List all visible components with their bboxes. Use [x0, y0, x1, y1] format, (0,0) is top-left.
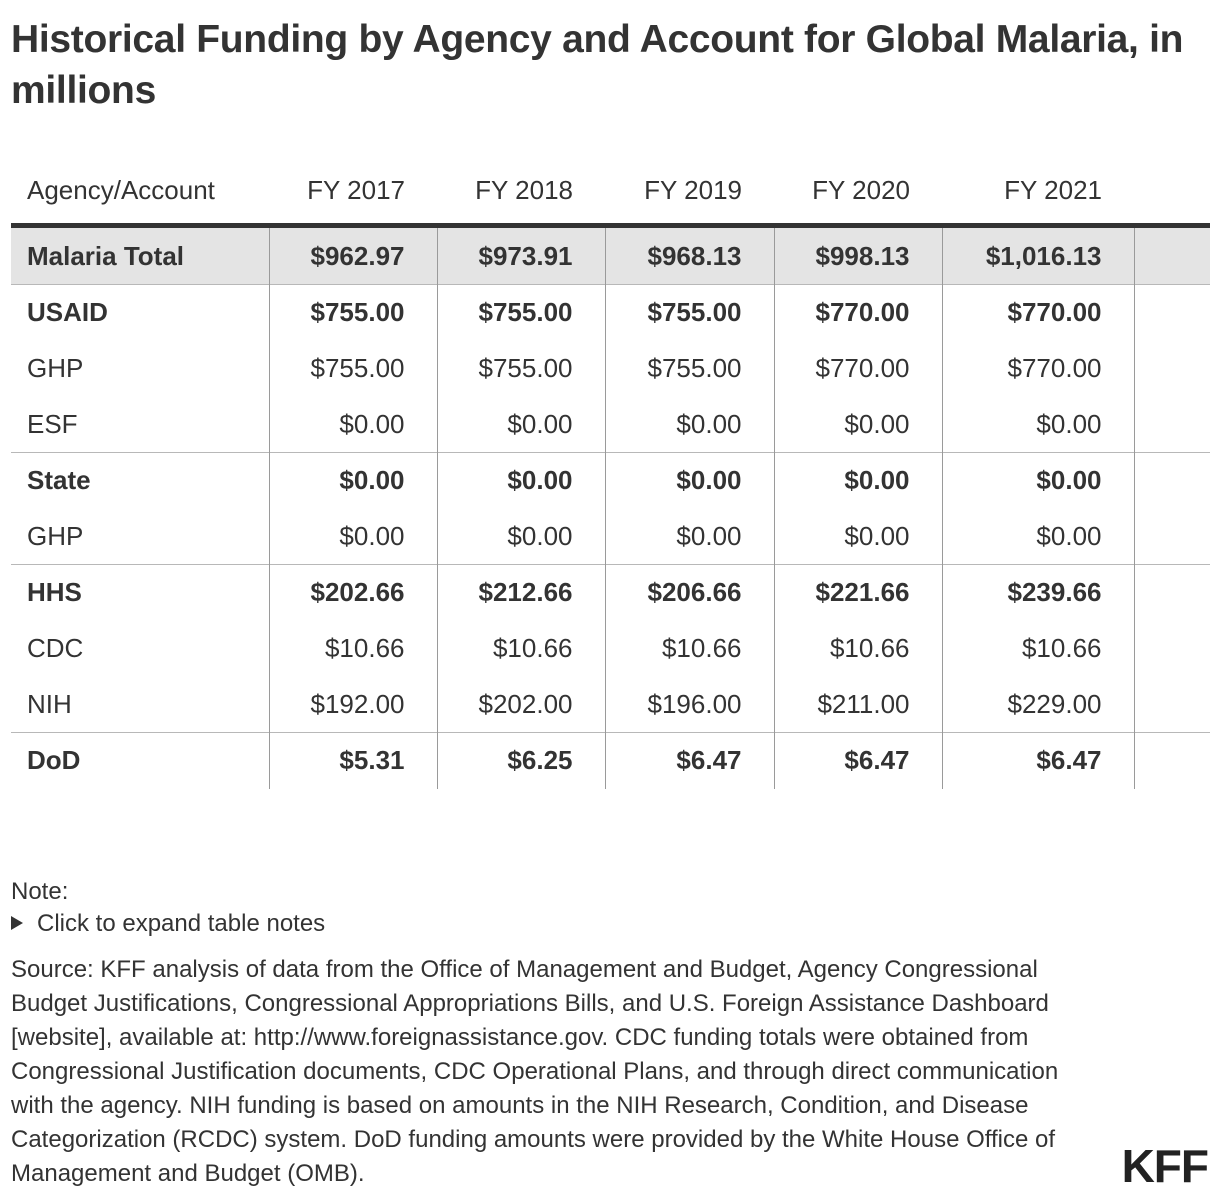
table-cell: $202.66 [268, 564, 437, 621]
table-cell: $998.13 [773, 225, 942, 285]
agency-row: HHS$202.66$212.66$206.66$221.66$239.66$2 [11, 564, 1210, 621]
table-cell: $0.00 [773, 508, 942, 565]
table-header-row: Agency/Account FY 2017 FY 2018 FY 2019 FY 20… [11, 158, 1210, 228]
column-header-fy-2019: FY 2019 [605, 158, 774, 228]
table-cell: $973.91 [436, 225, 605, 285]
table-cell: $10.66 [773, 620, 942, 677]
note-label: Note: [11, 878, 69, 905]
chart-title: Historical Funding by Agency and Account… [11, 18, 1184, 112]
table-cell: $6.47 [941, 732, 1134, 789]
table-cell: $196.00 [604, 676, 774, 733]
source-note: Source: KFF analysis of data from the Of… [11, 956, 1059, 1187]
table-cell [1133, 396, 1210, 453]
table-cell: $7 [1133, 284, 1210, 341]
table-cell: $229.00 [941, 676, 1134, 733]
table-cell: $0.00 [268, 508, 437, 565]
column-header-fy-2018: FY 2018 [437, 158, 605, 228]
total-row: Malaria Total $962.97 $973.91 $968.13 $998.1… [11, 225, 1210, 285]
account-row: ESF $0.00 $0.00 $0.00 $0.00 $0.00 [11, 396, 1210, 453]
table-cell: $212.66 [436, 564, 605, 621]
table-cell: $0.00 [941, 452, 1134, 509]
table-cell: $755.00 [436, 340, 605, 397]
column-header-fy-2017: FY 2017 [269, 158, 437, 228]
table-cell: $770.00 [773, 284, 942, 341]
row-label: State [11, 452, 269, 509]
table-cell: $202.00 [436, 676, 605, 733]
table-cell: $192.00 [268, 676, 437, 733]
funding-table: Agency/Account FY 2017 FY 2018 FY 2019 FY 20… [11, 158, 1210, 789]
account-row: NIH $192.00$202.00$196.00$211.00$229.00$ [11, 676, 1210, 733]
table-cell: $221.66 [773, 564, 942, 621]
account-row: GHP$755.00$755.00$755.00$770.00$770.00$ [11, 340, 1210, 397]
table-cell [1133, 452, 1210, 509]
agency-row: State $0.00 $0.00 $0.00 $0.00 $0.00 [11, 452, 1210, 509]
table-cell: $0.00 [604, 452, 774, 509]
row-label: DoD [11, 732, 269, 789]
table-cell: $0.00 [773, 452, 942, 509]
table-cell: $0.00 [268, 396, 437, 453]
table-cell: $755.00 [604, 340, 774, 397]
table-cell: $5.31 [268, 732, 437, 789]
table-cell: $10.66 [604, 620, 774, 677]
table-cell: $0.00 [436, 452, 605, 509]
agency-row: USAID $755.00 $755.00 $755.00 $770.00 $770.00… [11, 284, 1210, 341]
column-header-agency-account: Agency/Account [11, 158, 269, 228]
row-label: Malaria Total [11, 225, 269, 285]
table-cell: $2 [1133, 564, 1210, 621]
table-cell: $0.00 [604, 396, 774, 453]
table-cell: $206.66 [604, 564, 774, 621]
table-cell: $10.66 [268, 620, 437, 677]
row-label: ESF [27, 408, 78, 439]
agency-row: DoD $5.31 $6.25 $6.47 $6.47 $6.47 [11, 732, 1210, 789]
row-label: GHP [27, 520, 84, 551]
table-cell: $770.00 [941, 284, 1134, 341]
table-cell: $962.97 [268, 225, 437, 285]
table-cell: $0.00 [941, 396, 1134, 453]
table-cell: $0.00 [941, 508, 1134, 565]
table-cell: $770.00 [773, 340, 942, 397]
row-label: GHP [27, 353, 84, 383]
kff-logo: KFF [1121, 1140, 1209, 1192]
table-cell [1133, 620, 1210, 677]
account-row: GHP $0.00 $0.00 $0.00 $0.00 $0.00 [11, 508, 1210, 565]
table-cell: $6.47 [773, 732, 942, 789]
table-cell: $ [1133, 340, 1210, 397]
table-body: Malaria Total $962.97 $973.91 $968.13 $998.1… [11, 225, 1210, 789]
table-cell: $0.00 [604, 508, 774, 565]
expand-notes-label: Click to expand table notes [37, 910, 326, 937]
table-cell: $755.00 [268, 284, 437, 341]
table-cell: $770.00 [941, 340, 1134, 397]
table-cell [1133, 508, 1210, 565]
table-cell: $1,016.13 [941, 225, 1134, 285]
table-cell: $755.00 [436, 284, 605, 341]
table-cell: $0.00 [436, 396, 605, 453]
table-cell [1133, 732, 1210, 789]
expand-notes-toggle[interactable]: Click to expand table notes [11, 910, 325, 938]
table-cell: $211.00 [773, 676, 942, 733]
account-row: CDC $10.66 $10.66 $10.66 $10.66 $10.66 [11, 620, 1210, 677]
table-cell: $968.13 [604, 225, 774, 285]
row-label: CDC [27, 633, 84, 663]
table-cell: $0.00 [773, 396, 942, 453]
table-cell: $6.47 [604, 732, 774, 789]
row-label: NIH [27, 688, 72, 719]
table-cell: $6.25 [436, 732, 605, 789]
column-header-f: F [1134, 158, 1210, 228]
disclosure-triangle-icon [11, 916, 23, 930]
row-label: USAID [11, 284, 269, 341]
table-cell: $1,( [1133, 225, 1210, 285]
table-cell: $10.66 [436, 620, 605, 677]
table-cell: $0.00 [436, 508, 605, 565]
column-header-fy-2020: FY 2020 [774, 158, 942, 228]
column-header-fy-2021: FY 2021 [942, 158, 1134, 228]
table-cell: $755.00 [604, 284, 774, 341]
table-cell: $755.00 [268, 340, 437, 397]
row-label: HHS [11, 564, 269, 621]
table-cell: $0.00 [268, 452, 437, 509]
table-cell: $ [1133, 676, 1210, 733]
funding-table-scroll[interactable]: Agency/Account FY 2017 FY 2018 FY 2019 FY 20… [11, 158, 1210, 808]
table-cell: $10.66 [941, 620, 1134, 677]
table-cell: $239.66 [941, 564, 1134, 621]
